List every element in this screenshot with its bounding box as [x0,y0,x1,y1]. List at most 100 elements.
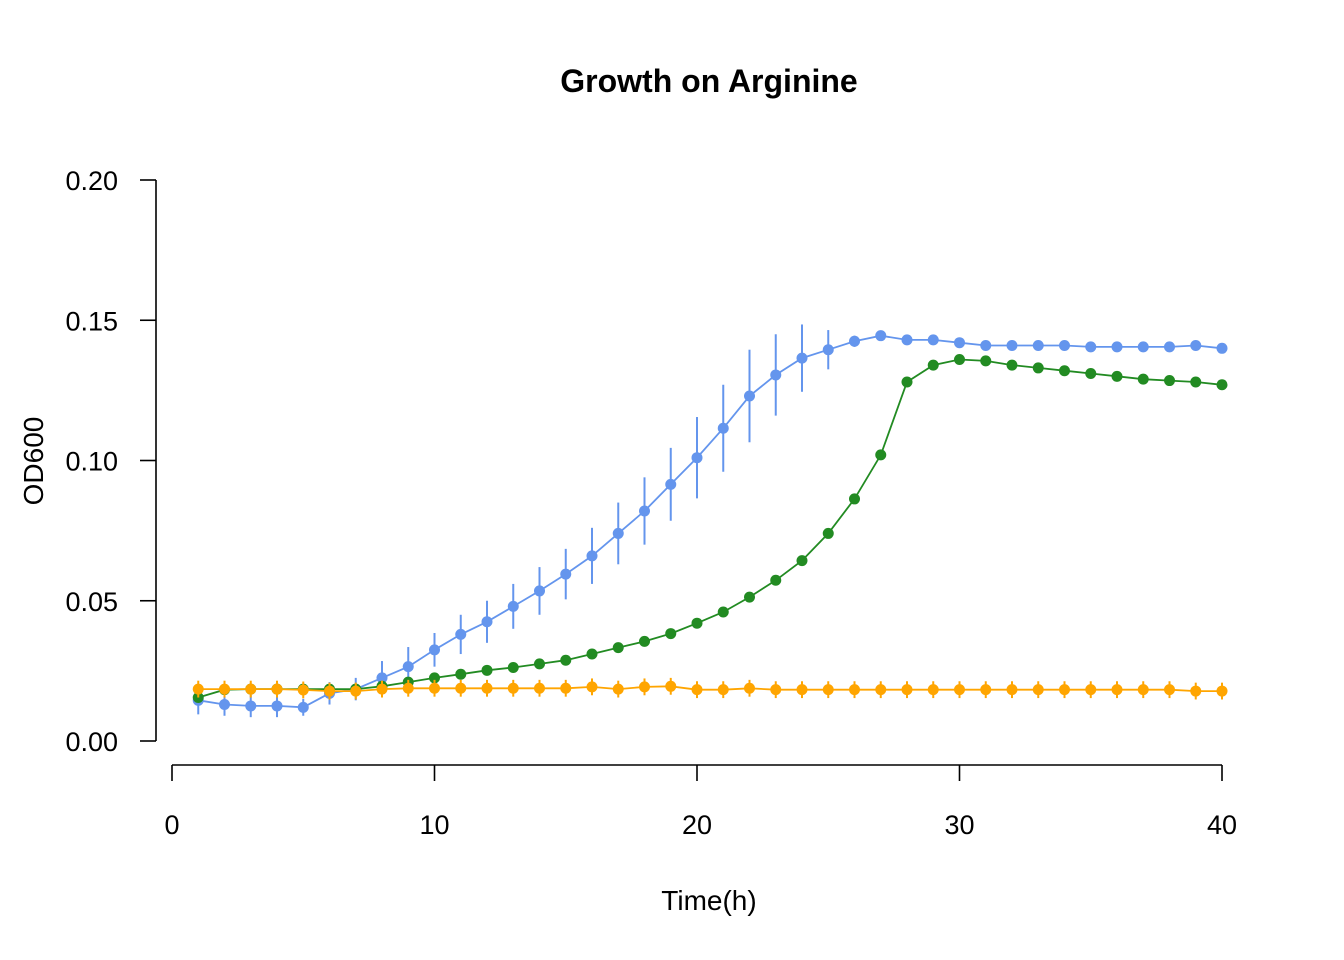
data-point [560,654,572,666]
data-point [219,683,230,695]
data-point [271,700,283,712]
data-point [1190,339,1202,351]
data-point [980,355,992,367]
data-point [639,681,650,693]
data-point [1111,684,1123,696]
data-point [822,344,834,356]
x-tick-label: 40 [1207,810,1237,840]
data-point [954,337,965,349]
data-point [665,628,677,640]
data-point [927,334,939,346]
data-point [927,359,939,371]
x-axis-label: Time(h) [661,885,756,916]
data-point [481,664,493,676]
data-point [560,568,572,580]
data-point [1164,684,1175,696]
data-point [691,617,703,629]
chart-title: Growth on Arginine [560,63,857,99]
data-point [586,681,598,693]
data-point [1085,341,1097,353]
data-point [350,685,362,697]
data-point [980,339,992,351]
x-tick-label: 10 [419,810,449,840]
series-2 [192,677,1228,700]
data-point [1006,684,1018,696]
data-point [717,606,729,618]
data-point [297,701,309,713]
series-line [198,358,1223,699]
y-tick-label: 0.10 [65,447,118,477]
data-point [1085,368,1097,380]
data-point [1059,684,1070,696]
data-point [927,684,939,696]
data-point [691,684,703,696]
series-1 [192,354,1228,704]
data-point [1006,359,1018,371]
y-axis-label: OD600 [18,417,49,506]
data-point [1006,339,1018,351]
data-point [560,682,572,694]
data-point [612,683,624,695]
data-point [691,452,703,464]
y-tick-label: 0.15 [65,306,118,336]
data-point [1032,684,1044,696]
data-point [1190,685,1202,697]
data-point [770,684,782,696]
data-point [1164,341,1175,353]
data-point [402,682,414,694]
series-line [198,685,1222,692]
data-point [1032,339,1044,351]
data-point [744,390,755,402]
data-point [875,330,887,342]
data-point [665,478,677,490]
data-point [1032,362,1044,374]
y-tick-label: 0.05 [65,587,118,617]
data-point [796,352,808,364]
data-point [297,684,309,696]
data-point [639,505,650,517]
data-point [219,699,230,711]
data-point [770,369,782,381]
data-point [612,642,624,654]
series-0 [192,324,1228,718]
data-point [245,683,257,695]
data-point [980,684,992,696]
data-point [612,527,624,539]
data-point [1059,339,1070,351]
data-point [1137,373,1149,385]
data-point [429,644,440,656]
axes: 0.00 0.05 0.10 0.15 0.20 0 10 20 30 40 [65,166,1237,840]
data-point [1216,379,1228,391]
data-point [429,682,440,694]
x-tick-label: 20 [682,810,712,840]
data-point [1111,341,1123,353]
y-tick-label: 0.00 [65,727,118,757]
data-point [717,422,729,434]
y-tick-label: 0.20 [65,166,118,196]
data-point [507,682,519,694]
data-point [639,635,650,647]
x-tick-label: 30 [944,810,974,840]
data-point [481,616,493,628]
data-point [901,334,913,346]
data-point [402,661,414,673]
data-point [744,591,755,603]
data-point [455,668,467,680]
data-point [1190,376,1202,388]
data-point [796,555,808,567]
data-point [875,684,887,696]
data-point [954,354,965,366]
data-point [744,682,755,694]
data-point [534,658,545,670]
data-point [376,683,388,695]
data-point [1216,342,1228,354]
data-point [481,682,493,694]
data-point [429,672,440,684]
data-point [1137,684,1149,696]
data-point [455,628,467,640]
data-point [901,376,913,388]
data-point [507,600,519,612]
data-point [586,648,598,660]
